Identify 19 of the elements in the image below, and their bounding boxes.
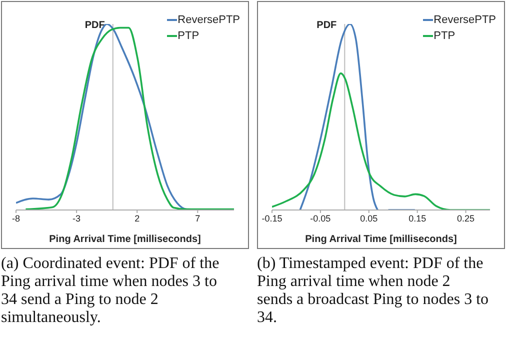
- x-tick-label: -8: [12, 213, 20, 224]
- x-axis-title: Ping Arrival Time [milliseconds]: [49, 234, 201, 245]
- x-tick-label: 0.15: [408, 213, 426, 224]
- x-axis-title: Ping Arrival Time [milliseconds]: [305, 234, 457, 245]
- x-tick-label: -0.05: [310, 213, 331, 224]
- legend-label: PTP: [434, 30, 456, 42]
- x-tick-label: -0.15: [262, 213, 282, 224]
- legend-label: PTP: [178, 30, 200, 42]
- x-tick-label: 2: [134, 213, 140, 224]
- text: (a) Coordinated event: PDF of the Ping arrival time when nodes 3 to 34 send a Ping to node 2 simultaneously.: [1, 255, 220, 327]
- x-tick-label: 7: [195, 213, 200, 224]
- x-tick-label: 0.25: [457, 213, 475, 224]
- x-tick-label: 0.05: [360, 213, 378, 224]
- y-axis-title: PDF: [84, 20, 105, 31]
- text: (b) Timestamped event: PDF of the Ping arrival time when node 2 sends a broadcast Ping to nodes 3 to 34.: [257, 255, 489, 327]
- x-tick-label: -3: [72, 213, 81, 224]
- y-axis-title: PDF: [316, 20, 337, 31]
- legend-label: ReversePTP: [178, 14, 240, 26]
- legend-label: ReversePTP: [434, 14, 496, 26]
